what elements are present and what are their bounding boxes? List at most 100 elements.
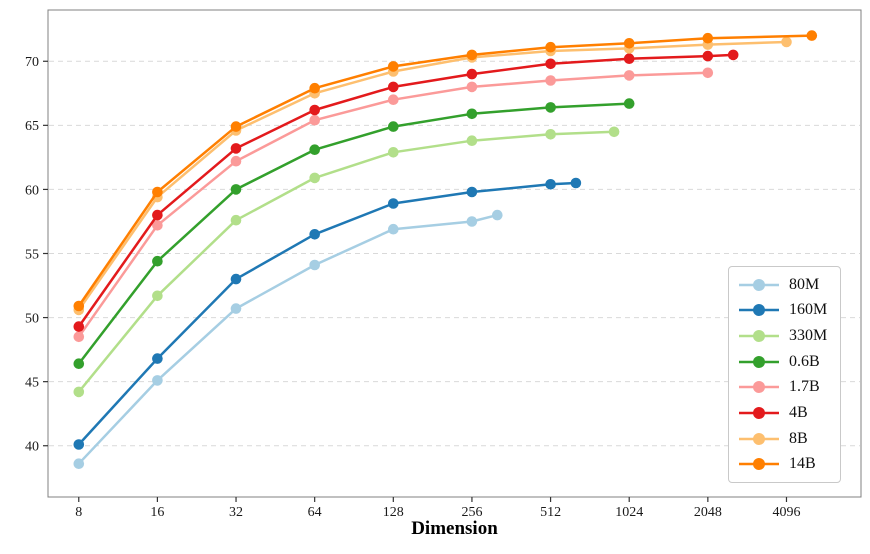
data-point-14B	[152, 186, 163, 198]
x-tick-label: 32	[229, 505, 243, 520]
legend-item-80M: 80M	[738, 275, 836, 293]
data-point-160M	[545, 179, 556, 190]
series-line-4B	[77, 53, 735, 328]
data-point-14B	[230, 121, 242, 132]
legend-marker	[753, 406, 765, 419]
data-point-14B	[466, 49, 478, 61]
x-tick-label: 4096	[772, 505, 800, 520]
x-tick-label: 16	[150, 505, 164, 520]
legend: 80M 160M 330M 0.6B 1.7B 4B 8B 14B	[728, 266, 841, 483]
x-tick-label: 8	[75, 505, 82, 520]
data-point-80M	[309, 259, 321, 271]
y-tick-label: 70	[25, 55, 39, 70]
data-point-4B	[152, 209, 163, 221]
data-point-4B	[623, 53, 635, 64]
x-tick-label: 2048	[694, 505, 722, 520]
legend-item-4B: 4B	[738, 403, 836, 421]
data-point-330M	[466, 135, 478, 146]
data-point-1.7B	[623, 70, 635, 81]
data-point-80M	[466, 216, 478, 227]
y-tick-label: 55	[25, 247, 39, 262]
data-point-80M	[492, 209, 503, 221]
series-line-330M	[77, 130, 616, 394]
series-line-0.6B	[77, 102, 631, 365]
x-tick-label: 1024	[615, 505, 643, 520]
legend-swatch-icon	[739, 278, 779, 291]
legend-swatch-icon	[739, 381, 779, 394]
legend-item-label: 160M	[789, 301, 828, 319]
legend-item-label: 80M	[789, 275, 820, 293]
data-point-0.6B	[623, 98, 635, 109]
data-point-4B	[727, 49, 739, 61]
data-point-0.6B	[309, 144, 321, 155]
legend-marker	[753, 278, 765, 291]
y-tick-label: 50	[25, 311, 39, 326]
legend-item-14B: 14B	[738, 456, 836, 472]
legend-item-label: 1.7B	[789, 378, 820, 396]
data-point-4B	[388, 81, 399, 93]
data-point-1.7B	[152, 220, 163, 231]
data-point-0.6B	[466, 108, 478, 120]
legend-item-label: 4B	[789, 403, 808, 421]
data-point-160M	[388, 198, 399, 209]
data-point-4B	[73, 321, 85, 332]
data-point-0.6B	[230, 184, 242, 195]
data-point-4B	[309, 104, 321, 116]
data-point-1.7B	[73, 331, 85, 343]
data-point-1.7B	[388, 94, 399, 105]
x-tick-label: 64	[308, 505, 322, 520]
data-point-8B	[781, 36, 792, 48]
data-point-80M	[73, 458, 85, 470]
data-point-0.6B	[73, 358, 85, 370]
data-point-4B	[702, 50, 714, 62]
legend-marker	[753, 458, 765, 471]
legend-marker	[753, 432, 765, 445]
data-point-160M	[466, 186, 478, 198]
data-point-160M	[570, 177, 582, 189]
data-point-4B	[545, 58, 556, 70]
data-point-0.6B	[545, 102, 556, 113]
legend-item-160M: 160M	[738, 302, 836, 318]
data-point-14B	[702, 32, 714, 44]
data-point-80M	[230, 303, 242, 314]
legend-marker	[753, 381, 765, 394]
x-tick-label: 128	[383, 505, 404, 520]
y-tick-label: 60	[25, 183, 39, 198]
data-point-80M	[152, 375, 163, 386]
data-point-160M	[73, 439, 85, 450]
y-tick-label: 40	[25, 440, 39, 455]
legend-item-label: 0.6B	[789, 352, 820, 370]
data-point-14B	[73, 300, 85, 312]
legend-item-0.6B: 0.6B	[738, 352, 836, 370]
series-line-14B	[77, 34, 814, 308]
legend-marker	[753, 330, 765, 343]
legend-marker	[753, 355, 765, 368]
legend-item-330M: 330M	[738, 328, 836, 344]
data-point-14B	[388, 61, 399, 72]
data-point-330M	[230, 214, 242, 226]
legend-swatch-icon	[739, 330, 779, 343]
data-point-0.6B	[388, 121, 399, 132]
y-tick-label: 45	[25, 376, 39, 391]
data-point-330M	[388, 147, 399, 158]
x-axis-label: Dimension	[411, 518, 498, 539]
data-point-80M	[388, 223, 399, 235]
data-point-160M	[152, 353, 163, 364]
legend-item-label: 8B	[789, 429, 808, 447]
data-point-160M	[309, 229, 321, 240]
data-point-330M	[152, 290, 163, 302]
data-point-4B	[230, 143, 242, 154]
legend-swatch-icon	[739, 304, 779, 317]
legend-swatch-icon	[739, 406, 779, 419]
data-point-1.7B	[309, 114, 321, 126]
data-point-1.7B	[545, 75, 556, 86]
legend-item-label: 330M	[789, 327, 828, 345]
data-point-330M	[309, 172, 321, 184]
x-tick-label: 256	[461, 505, 482, 520]
series-line-8B	[77, 40, 788, 312]
data-point-14B	[545, 41, 556, 53]
data-point-1.7B	[466, 81, 478, 93]
data-point-14B	[623, 38, 635, 49]
